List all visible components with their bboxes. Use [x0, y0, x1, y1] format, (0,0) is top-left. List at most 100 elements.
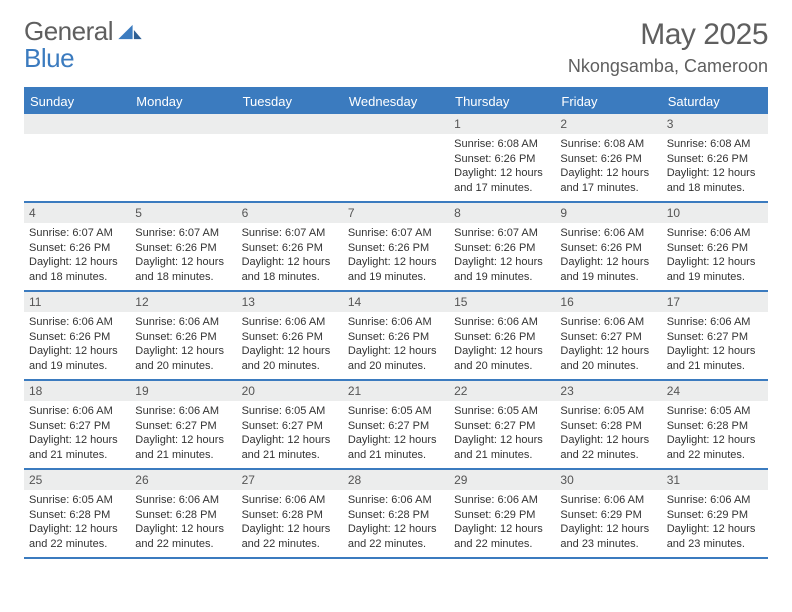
sunrise-line: Sunrise: 6:06 AM	[242, 315, 338, 330]
day-details: Sunrise: 6:05 AMSunset: 6:27 PMDaylight:…	[449, 401, 555, 468]
day-cell: 2Sunrise: 6:08 AMSunset: 6:26 PMDaylight…	[555, 114, 661, 201]
day-number: 3	[662, 114, 768, 134]
weekday-header-row: Sunday Monday Tuesday Wednesday Thursday…	[24, 89, 768, 114]
logo-word1: General	[24, 16, 113, 46]
daylight-line-1: Daylight: 12 hours	[242, 522, 338, 537]
daylight-line-2: and 20 minutes.	[560, 359, 656, 374]
sunrise-line: Sunrise: 6:06 AM	[348, 315, 444, 330]
day-number: 13	[237, 292, 343, 312]
day-cell: 28Sunrise: 6:06 AMSunset: 6:28 PMDayligh…	[343, 470, 449, 557]
sunset-line: Sunset: 6:27 PM	[348, 419, 444, 434]
day-number: 4	[24, 203, 130, 223]
day-cell	[237, 114, 343, 201]
day-cell: 3Sunrise: 6:08 AMSunset: 6:26 PMDaylight…	[662, 114, 768, 201]
daylight-line-1: Daylight: 12 hours	[454, 522, 550, 537]
day-number: 14	[343, 292, 449, 312]
day-details	[343, 134, 449, 194]
daylight-line-2: and 18 minutes.	[242, 270, 338, 285]
day-details: Sunrise: 6:06 AMSunset: 6:26 PMDaylight:…	[662, 223, 768, 290]
sunset-line: Sunset: 6:26 PM	[667, 241, 763, 256]
daylight-line-2: and 20 minutes.	[135, 359, 231, 374]
day-number: 25	[24, 470, 130, 490]
daylight-line-1: Daylight: 12 hours	[667, 522, 763, 537]
day-cell: 11Sunrise: 6:06 AMSunset: 6:26 PMDayligh…	[24, 292, 130, 379]
day-number: 24	[662, 381, 768, 401]
daylight-line-1: Daylight: 12 hours	[242, 344, 338, 359]
sunset-line: Sunset: 6:28 PM	[667, 419, 763, 434]
day-details: Sunrise: 6:05 AMSunset: 6:27 PMDaylight:…	[343, 401, 449, 468]
sunrise-line: Sunrise: 6:08 AM	[667, 137, 763, 152]
day-cell	[130, 114, 236, 201]
sunrise-line: Sunrise: 6:07 AM	[135, 226, 231, 241]
daylight-line-1: Daylight: 12 hours	[242, 433, 338, 448]
day-details: Sunrise: 6:06 AMSunset: 6:26 PMDaylight:…	[237, 312, 343, 379]
day-cell: 26Sunrise: 6:06 AMSunset: 6:28 PMDayligh…	[130, 470, 236, 557]
sunset-line: Sunset: 6:26 PM	[242, 330, 338, 345]
sunset-line: Sunset: 6:28 PM	[29, 508, 125, 523]
sunset-line: Sunset: 6:27 PM	[560, 330, 656, 345]
day-cell: 8Sunrise: 6:07 AMSunset: 6:26 PMDaylight…	[449, 203, 555, 290]
page-header: General Blue May 2025 Nkongsamba, Camero…	[24, 18, 768, 77]
sunrise-line: Sunrise: 6:06 AM	[560, 493, 656, 508]
daylight-line-1: Daylight: 12 hours	[29, 522, 125, 537]
daylight-line-2: and 22 minutes.	[29, 537, 125, 552]
day-number: 28	[343, 470, 449, 490]
sunset-line: Sunset: 6:28 PM	[560, 419, 656, 434]
daylight-line-2: and 22 minutes.	[242, 537, 338, 552]
daylight-line-1: Daylight: 12 hours	[348, 344, 444, 359]
day-number: 20	[237, 381, 343, 401]
day-number: 18	[24, 381, 130, 401]
day-cell: 15Sunrise: 6:06 AMSunset: 6:26 PMDayligh…	[449, 292, 555, 379]
daylight-line-2: and 19 minutes.	[560, 270, 656, 285]
day-details: Sunrise: 6:05 AMSunset: 6:28 PMDaylight:…	[662, 401, 768, 468]
day-details: Sunrise: 6:06 AMSunset: 6:26 PMDaylight:…	[449, 312, 555, 379]
daylight-line-1: Daylight: 12 hours	[348, 433, 444, 448]
sunrise-line: Sunrise: 6:06 AM	[135, 315, 231, 330]
sunset-line: Sunset: 6:26 PM	[29, 241, 125, 256]
day-cell: 10Sunrise: 6:06 AMSunset: 6:26 PMDayligh…	[662, 203, 768, 290]
sunrise-line: Sunrise: 6:06 AM	[348, 493, 444, 508]
sunrise-line: Sunrise: 6:07 AM	[454, 226, 550, 241]
daylight-line-1: Daylight: 12 hours	[348, 522, 444, 537]
day-details: Sunrise: 6:07 AMSunset: 6:26 PMDaylight:…	[237, 223, 343, 290]
day-number: 8	[449, 203, 555, 223]
day-cell: 13Sunrise: 6:06 AMSunset: 6:26 PMDayligh…	[237, 292, 343, 379]
day-cell: 29Sunrise: 6:06 AMSunset: 6:29 PMDayligh…	[449, 470, 555, 557]
day-number: 15	[449, 292, 555, 312]
day-details: Sunrise: 6:06 AMSunset: 6:29 PMDaylight:…	[449, 490, 555, 557]
daylight-line-1: Daylight: 12 hours	[454, 344, 550, 359]
sunset-line: Sunset: 6:26 PM	[560, 152, 656, 167]
sunset-line: Sunset: 6:26 PM	[454, 152, 550, 167]
sunrise-line: Sunrise: 6:06 AM	[29, 404, 125, 419]
sunset-line: Sunset: 6:27 PM	[667, 330, 763, 345]
daylight-line-1: Daylight: 12 hours	[560, 433, 656, 448]
day-details: Sunrise: 6:06 AMSunset: 6:29 PMDaylight:…	[662, 490, 768, 557]
sunset-line: Sunset: 6:26 PM	[454, 241, 550, 256]
daylight-line-2: and 19 minutes.	[29, 359, 125, 374]
day-cell: 31Sunrise: 6:06 AMSunset: 6:29 PMDayligh…	[662, 470, 768, 557]
sunset-line: Sunset: 6:27 PM	[29, 419, 125, 434]
day-number: 6	[237, 203, 343, 223]
sunrise-line: Sunrise: 6:08 AM	[454, 137, 550, 152]
day-cell: 12Sunrise: 6:06 AMSunset: 6:26 PMDayligh…	[130, 292, 236, 379]
day-number	[343, 114, 449, 134]
week-row: 18Sunrise: 6:06 AMSunset: 6:27 PMDayligh…	[24, 381, 768, 470]
daylight-line-2: and 18 minutes.	[29, 270, 125, 285]
day-cell: 21Sunrise: 6:05 AMSunset: 6:27 PMDayligh…	[343, 381, 449, 468]
daylight-line-1: Daylight: 12 hours	[667, 255, 763, 270]
title-month: May 2025	[568, 18, 768, 52]
sunset-line: Sunset: 6:26 PM	[667, 152, 763, 167]
daylight-line-2: and 19 minutes.	[667, 270, 763, 285]
weekday-header: Thursday	[449, 89, 555, 114]
day-details: Sunrise: 6:06 AMSunset: 6:28 PMDaylight:…	[237, 490, 343, 557]
day-details	[130, 134, 236, 194]
day-number: 10	[662, 203, 768, 223]
daylight-line-1: Daylight: 12 hours	[560, 344, 656, 359]
daylight-line-2: and 21 minutes.	[667, 359, 763, 374]
sunrise-line: Sunrise: 6:05 AM	[560, 404, 656, 419]
day-number: 21	[343, 381, 449, 401]
day-cell: 7Sunrise: 6:07 AMSunset: 6:26 PMDaylight…	[343, 203, 449, 290]
title-block: May 2025 Nkongsamba, Cameroon	[568, 18, 768, 77]
day-cell: 5Sunrise: 6:07 AMSunset: 6:26 PMDaylight…	[130, 203, 236, 290]
weeks-container: 1Sunrise: 6:08 AMSunset: 6:26 PMDaylight…	[24, 114, 768, 559]
